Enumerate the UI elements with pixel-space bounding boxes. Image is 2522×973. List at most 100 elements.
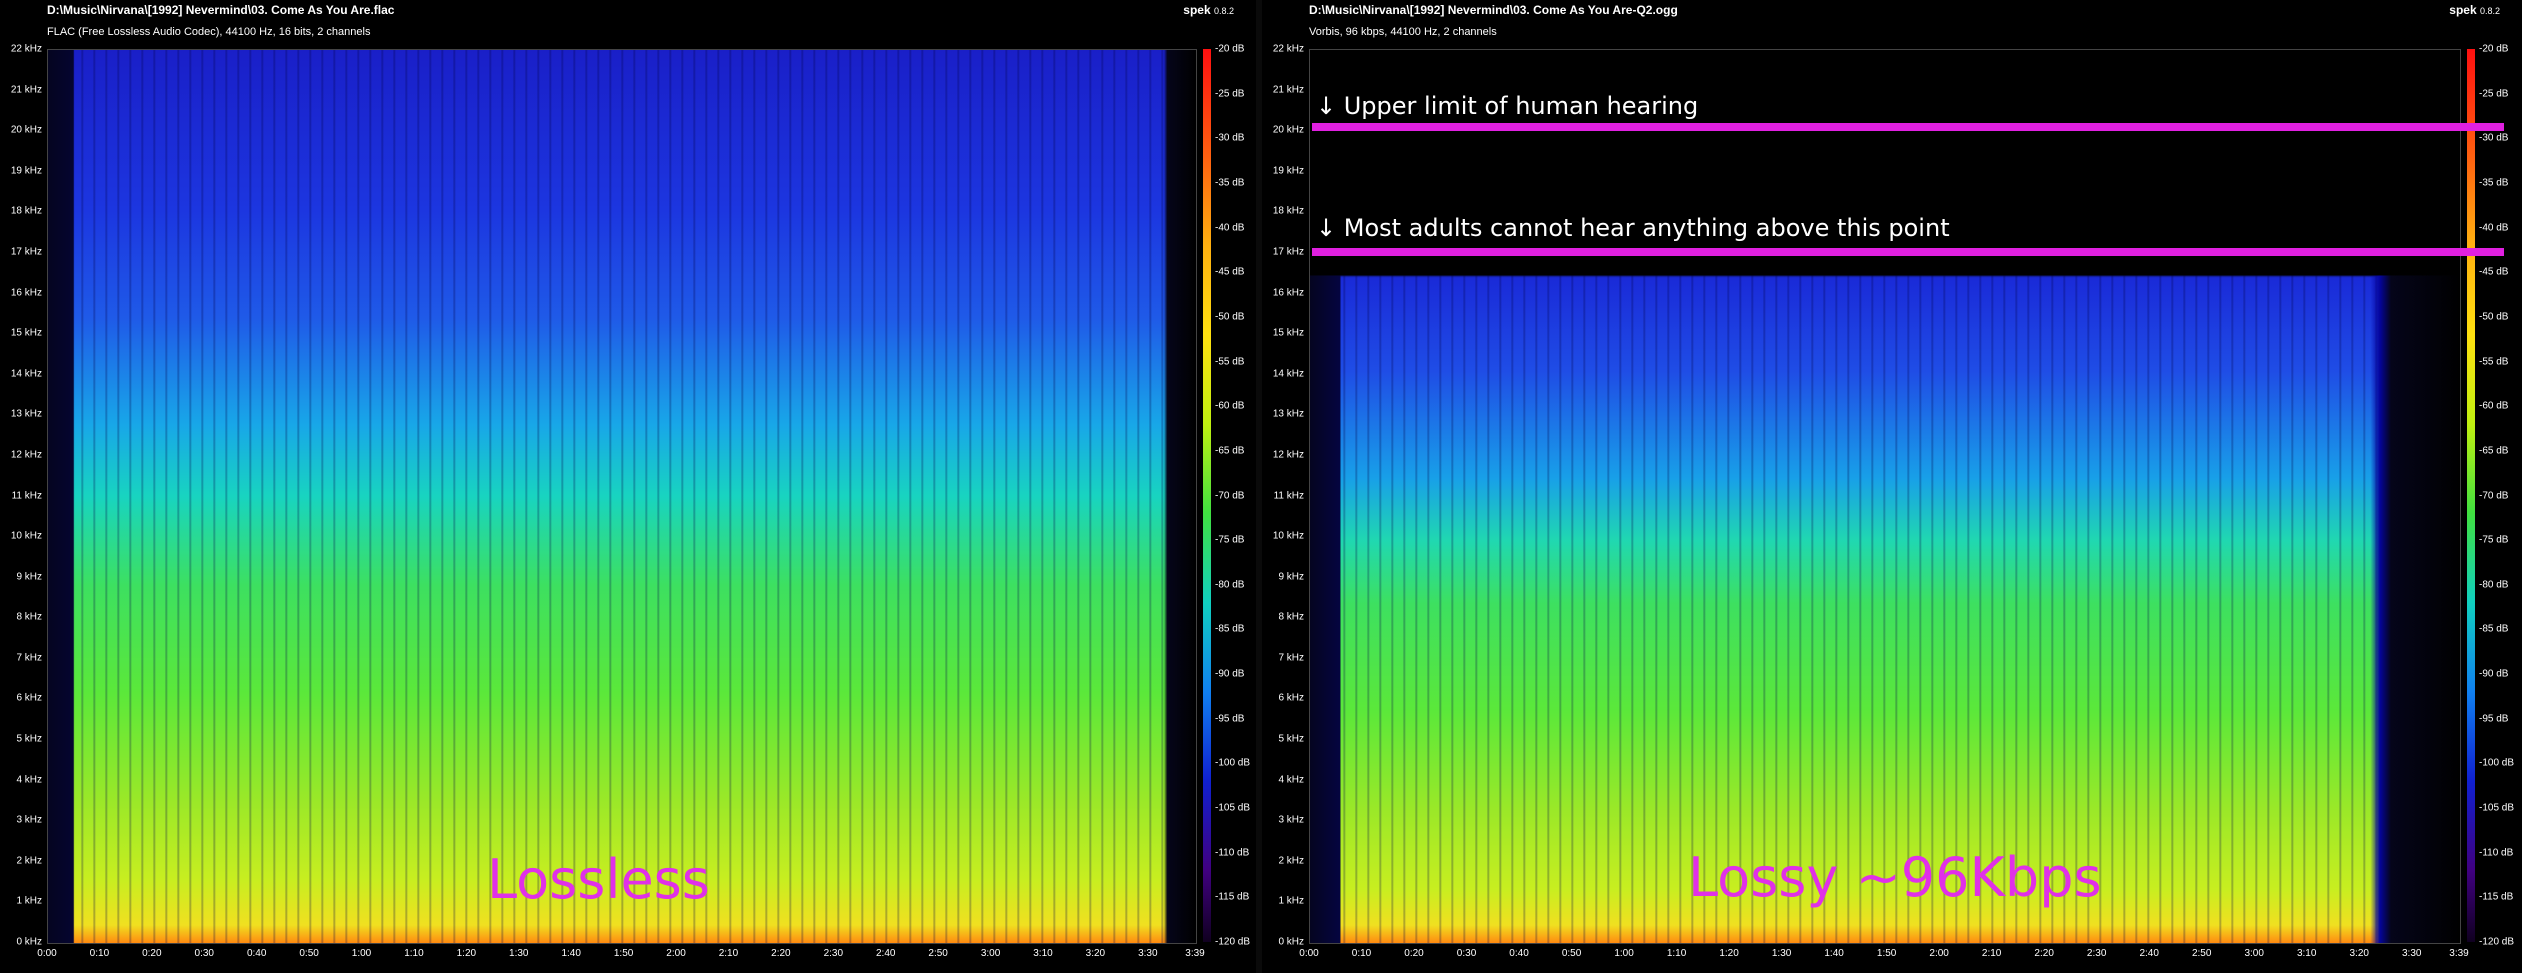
db-tick-label: -50 dB: [1215, 311, 1245, 323]
db-tick-label: -35 dB: [2479, 177, 2509, 189]
db-tick-label: -25 dB: [2479, 88, 2509, 100]
file-title: D:\Music\Nirvana\[1992] Nevermind\03. Co…: [1309, 3, 1678, 17]
time-tick-label: 2:30: [823, 948, 844, 959]
frequency-tick-label: 20 kHz: [10, 124, 42, 136]
db-tick-label: -25 dB: [1215, 88, 1245, 100]
frequency-tick-label: 8 kHz: [16, 611, 42, 623]
db-tick-label: -65 dB: [2479, 445, 2509, 457]
frequency-tick-label: 22 kHz: [1272, 43, 1304, 55]
time-tick-label: 1:50: [1876, 948, 1897, 959]
time-tick-label: 0:10: [89, 948, 110, 959]
app-name: spek: [1183, 3, 1211, 17]
db-color-scale: [1203, 49, 1211, 942]
frequency-tick-label: 18 kHz: [1272, 205, 1304, 217]
time-tick-label: 3:39: [1185, 948, 1205, 959]
time-tick-label: 0:50: [1561, 948, 1582, 959]
frequency-tick-label: 5 kHz: [16, 733, 42, 745]
time-tick-label: 2:20: [771, 948, 791, 959]
time-tick-label: 2:40: [2139, 948, 2159, 959]
db-tick-label: -95 dB: [1215, 713, 1245, 725]
db-tick-label: -115 dB: [1215, 891, 1250, 903]
db-tick-label: -65 dB: [1215, 445, 1245, 457]
frequency-tick-label: 6 kHz: [1278, 692, 1304, 704]
time-tick-label: 2:30: [2086, 948, 2107, 959]
db-tick-label: -110 dB: [1215, 847, 1250, 859]
spectrogram-image: [1310, 50, 2460, 943]
db-tick-label: -100 dB: [2479, 757, 2515, 769]
time-tick-label: 1:50: [613, 948, 634, 959]
upper-limit-annotation: ↓ Upper limit of human hearing: [1316, 92, 1699, 120]
frequency-tick-label: 1 kHz: [1278, 895, 1304, 907]
file-info: FLAC (Free Lossless Audio Codec), 44100 …: [47, 26, 371, 38]
time-tick-label: 3:39: [2449, 948, 2469, 959]
db-tick-label: -85 dB: [1215, 623, 1245, 635]
db-tick-label: -120 dB: [1215, 936, 1251, 948]
db-tick-label: -40 dB: [2479, 222, 2509, 234]
db-tick-label: -70 dB: [1215, 490, 1245, 501]
frequency-tick-label: 10 kHz: [1272, 530, 1304, 542]
time-tick-label: 2:50: [2191, 948, 2212, 959]
frequency-tick-label: 19 kHz: [1272, 165, 1304, 177]
db-tick-label: -115 dB: [2479, 891, 2514, 903]
db-tick-label: -80 dB: [1215, 579, 1245, 591]
left-spectrogram-panel: D:\Music\Nirvana\[1992] Nevermind\03. Co…: [0, 0, 1256, 973]
db-tick-label: -75 dB: [1215, 534, 1245, 546]
frequency-tick-label: 8 kHz: [1278, 611, 1304, 623]
db-tick-label: -55 dB: [2479, 356, 2509, 368]
time-tick-label: 1:20: [1719, 948, 1739, 959]
app-brand: spek 0.8.2: [2449, 3, 2500, 17]
frequency-tick-label: 15 kHz: [10, 327, 42, 339]
time-tick-label: 1:00: [1614, 948, 1634, 959]
spectrogram-plot: [1309, 49, 2461, 944]
db-tick-label: -20 dB: [2479, 43, 2509, 55]
time-tick-label: 3:00: [2244, 948, 2264, 959]
time-tick-label: 2:00: [666, 948, 686, 959]
time-tick-label: 3:20: [1085, 948, 1106, 959]
frequency-tick-label: 13 kHz: [10, 408, 42, 420]
db-tick-label: -120 dB: [2479, 936, 2515, 948]
time-tick-label: 2:00: [1929, 948, 1949, 959]
frequency-tick-label: 4 kHz: [16, 774, 42, 786]
time-tick-label: 0:10: [1351, 948, 1372, 959]
frequency-tick-label: 3 kHz: [16, 814, 42, 826]
frequency-tick-label: 21 kHz: [10, 84, 42, 96]
db-tick-label: -20 dB: [1215, 43, 1245, 55]
db-tick-label: -105 dB: [1215, 802, 1251, 814]
frequency-tick-label: 4 kHz: [1278, 774, 1304, 786]
app-brand: spek 0.8.2: [1183, 3, 1234, 17]
time-tick-label: 1:10: [1666, 948, 1687, 959]
db-tick-label: -60 dB: [2479, 400, 2509, 412]
db-tick-label: -95 dB: [2479, 713, 2509, 725]
frequency-tick-label: 21 kHz: [1272, 84, 1304, 96]
db-tick-label: -35 dB: [1215, 177, 1245, 189]
time-tick-label: 0:20: [1404, 948, 1424, 959]
file-info: Vorbis, 96 kbps, 44100 Hz, 2 channels: [1309, 26, 1497, 38]
time-tick-label: 3:10: [2296, 948, 2317, 959]
frequency-tick-label: 5 kHz: [1278, 733, 1304, 745]
spectrogram-image: [48, 50, 1196, 943]
frequency-tick-label: 16 kHz: [10, 287, 42, 299]
db-tick-label: -75 dB: [2479, 534, 2509, 546]
lossy-label: Lossy ~96Kbps: [1688, 846, 2102, 909]
frequency-tick-label: 17 kHz: [1272, 246, 1304, 258]
frequency-tick-label: 12 kHz: [10, 449, 42, 461]
time-tick-label: 2:10: [1981, 948, 2002, 959]
time-tick-label: 3:10: [1033, 948, 1053, 959]
db-tick-label: -30 dB: [1215, 132, 1245, 144]
frequency-tick-label: 9 kHz: [1278, 571, 1304, 583]
time-tick-label: 0:30: [194, 948, 214, 959]
time-tick-label: 2:20: [2034, 948, 2054, 959]
time-tick-label: 3:30: [1138, 948, 1158, 959]
frequency-tick-label: 0 kHz: [1278, 936, 1304, 948]
panel-divider: [1256, 0, 1262, 973]
time-tick-label: 2:10: [718, 948, 739, 959]
frequency-tick-label: 2 kHz: [1278, 855, 1304, 867]
most-adults-annotation: ↓ Most adults cannot hear anything above…: [1316, 214, 1950, 242]
frequency-tick-label: 14 kHz: [1272, 368, 1304, 380]
frequency-tick-label: 7 kHz: [1278, 652, 1304, 664]
frequency-tick-label: 11 kHz: [1273, 490, 1304, 501]
frequency-tick-label: 14 kHz: [10, 368, 42, 380]
time-tick-label: 0:20: [142, 948, 162, 959]
time-tick-label: 1:40: [1824, 948, 1844, 959]
frequency-tick-label: 20 kHz: [1272, 124, 1304, 136]
